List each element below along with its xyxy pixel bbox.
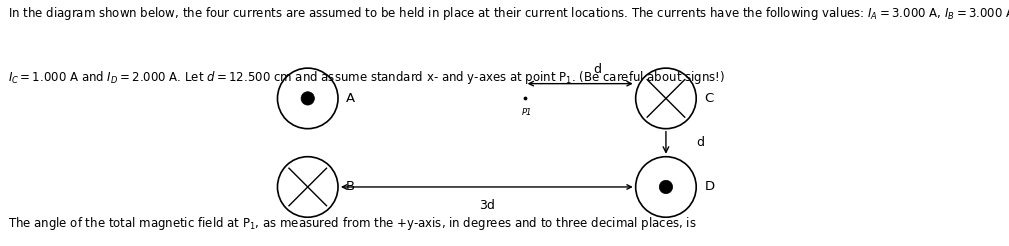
Ellipse shape: [636, 157, 696, 217]
Text: B: B: [346, 181, 355, 193]
Ellipse shape: [277, 68, 338, 129]
Text: The angle of the total magnetic field at P$_1$, as measured from the +y-axis, in: The angle of the total magnetic field at…: [8, 215, 697, 232]
Ellipse shape: [277, 157, 338, 217]
Text: A: A: [346, 92, 355, 105]
Ellipse shape: [636, 68, 696, 129]
Ellipse shape: [659, 180, 673, 194]
Ellipse shape: [301, 92, 315, 105]
Text: d: d: [696, 136, 704, 149]
Text: $I_C = 1.000$ A and $I_D = 2.000$ A. Let $d = 12.500$ cm and assume standard x- : $I_C = 1.000$ A and $I_D = 2.000$ A. Let…: [8, 69, 725, 86]
Text: In the diagram shown below, the four currents are assumed to be held in place at: In the diagram shown below, the four cur…: [8, 5, 1009, 22]
Text: 3d: 3d: [479, 199, 495, 212]
Text: D: D: [704, 181, 714, 193]
Text: d: d: [593, 63, 601, 76]
Text: P1: P1: [522, 108, 532, 117]
Text: C: C: [704, 92, 713, 105]
